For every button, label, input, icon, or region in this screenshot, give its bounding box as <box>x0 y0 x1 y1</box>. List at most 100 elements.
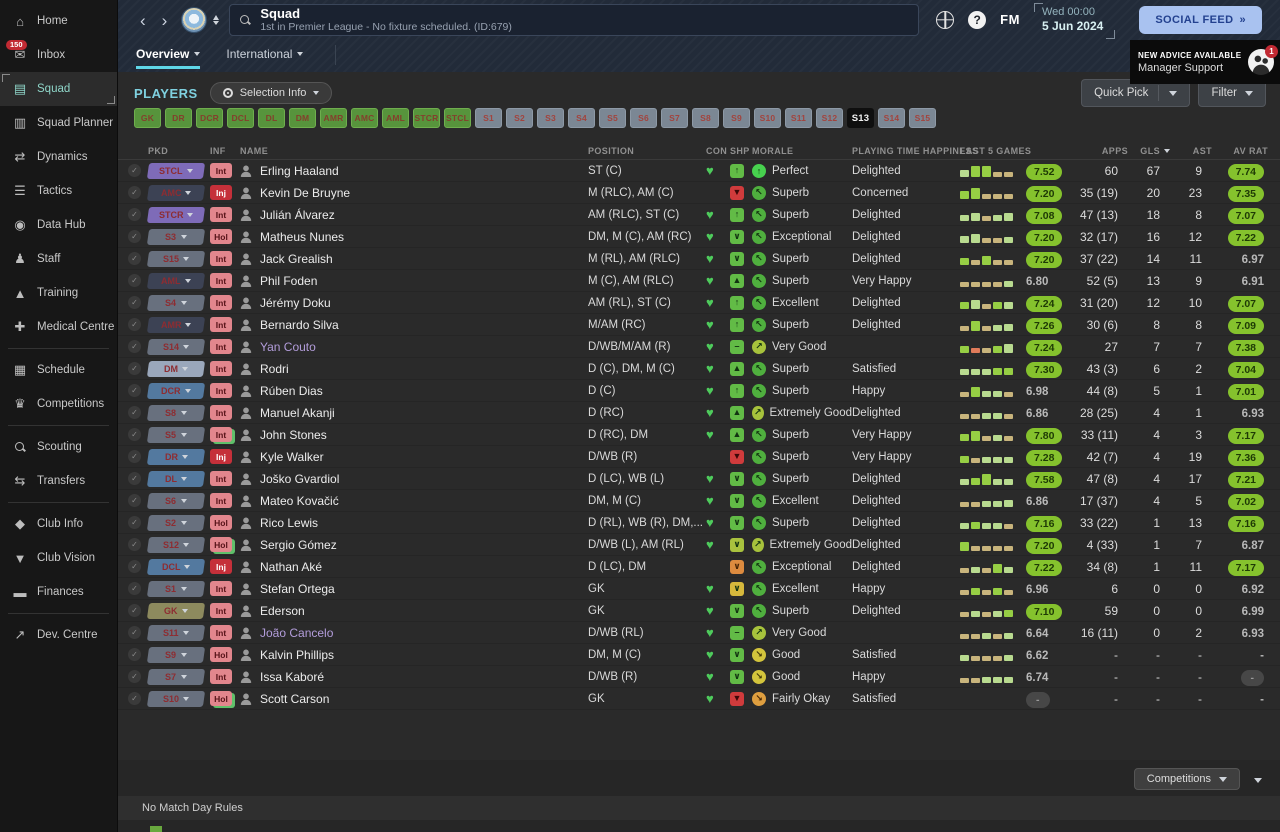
player-name-cell[interactable]: Erling Haaland <box>240 164 588 178</box>
pkd-badge[interactable]: S7 <box>146 668 206 685</box>
position-filter-s10[interactable]: S10 <box>754 108 781 128</box>
row-checkbox[interactable]: ✓ <box>128 648 141 661</box>
position-filter-stcr[interactable]: STCR <box>413 108 440 128</box>
player-name-cell[interactable]: Kevin De Bruyne <box>240 186 588 200</box>
pkd-badge[interactable]: AMR <box>146 316 206 333</box>
position-filter-gk[interactable]: GK <box>134 108 161 128</box>
info-badge-hol[interactable]: Hol <box>210 691 232 706</box>
player-row[interactable]: ✓ GK Int Ederson GK ♥ ∨ ↖ Superb Delighted 7.10 59 0… <box>118 600 1280 622</box>
info-badge-hol[interactable]: Hol <box>210 515 232 530</box>
pkd-badge[interactable]: S4 <box>146 294 206 311</box>
nav-back-button[interactable]: ‹ <box>140 10 146 30</box>
player-name-cell[interactable]: Mateo Kovačić <box>240 494 588 508</box>
sidebar-item-home[interactable]: ⌂ Home <box>0 4 117 38</box>
player-row[interactable]: ✓ AML Int Phil Foden M (C), AM (RLC) ♥ ▲ ↖ Super… <box>118 270 1280 292</box>
player-name-cell[interactable]: Kyle Walker <box>240 450 588 464</box>
pkd-badge[interactable]: DL <box>146 470 206 487</box>
player-name-cell[interactable]: Manuel Akanji <box>240 406 588 420</box>
position-filter-s15[interactable]: S15 <box>909 108 936 128</box>
position-filter-amc[interactable]: AMC <box>351 108 378 128</box>
player-name-cell[interactable]: Yan Couto <box>240 340 588 354</box>
row-checkbox[interactable]: ✓ <box>128 692 141 705</box>
row-checkbox[interactable]: ✓ <box>128 582 141 595</box>
sidebar-item-club-info[interactable]: ◆ Club Info <box>0 507 117 541</box>
row-checkbox[interactable]: ✓ <box>128 252 141 265</box>
position-filter-s7[interactable]: S7 <box>661 108 688 128</box>
player-name-cell[interactable]: Issa Kaboré <box>240 670 588 684</box>
player-name-cell[interactable]: Kalvin Phillips <box>240 648 588 662</box>
help-icon[interactable]: ? <box>968 10 987 29</box>
row-checkbox[interactable]: ✓ <box>128 230 141 243</box>
player-row[interactable]: ✓ S15 Int Jack Grealish M (RL), AM (RLC) ♥ ∨ ↖ S… <box>118 248 1280 270</box>
search-bar[interactable]: Squad 1st in Premier League - No fixture… <box>229 4 920 36</box>
player-name-cell[interactable]: Stefan Ortega <box>240 582 588 596</box>
competitions-dropdown[interactable]: Competitions <box>1133 768 1240 790</box>
row-checkbox[interactable]: ✓ <box>128 296 141 309</box>
column-header-inf[interactable]: INF <box>210 145 226 156</box>
position-filter-s6[interactable]: S6 <box>630 108 657 128</box>
player-name-cell[interactable]: Rico Lewis <box>240 516 588 530</box>
pkd-badge[interactable]: STCR <box>146 206 206 223</box>
pkd-badge[interactable]: AML <box>146 272 206 289</box>
row-checkbox[interactable]: ✓ <box>128 494 141 507</box>
info-badge-int[interactable]: Int <box>210 581 232 596</box>
sidebar-item-dynamics[interactable]: ⇄ Dynamics <box>0 140 117 174</box>
player-row[interactable]: ✓ S4 Int Jérémy Doku AM (RL), ST (C) ♥ ↑ ↖ Excel… <box>118 292 1280 314</box>
player-row[interactable]: ✓ S7 Int Issa Kaboré D/WB (R) ♥ ∨ ↘ Good Happy 6.7… <box>118 666 1280 688</box>
player-name-cell[interactable]: Nathan Aké <box>240 560 588 574</box>
pkd-badge[interactable]: AMC <box>146 184 206 201</box>
info-badge-inj[interactable]: Inj <box>210 185 232 200</box>
sidebar-item-transfers[interactable]: ⇆ Transfers <box>0 464 117 498</box>
position-filter-s8[interactable]: S8 <box>692 108 719 128</box>
player-row[interactable]: ✓ DCR Int Rúben Dias D (C) ♥ ↑ ↖ Superb Happy 6.98… <box>118 380 1280 402</box>
player-row[interactable]: ✓ STCR Int Julián Álvarez AM (RLC), ST (C) ♥ ↑… <box>118 204 1280 226</box>
info-badge-int[interactable]: Int <box>210 405 232 420</box>
position-filter-s3[interactable]: S3 <box>537 108 564 128</box>
sidebar-item-competitions[interactable]: ♛ Competitions <box>0 387 117 421</box>
info-badge-hol[interactable]: Hol <box>210 647 232 662</box>
player-row[interactable]: ✓ DL Int Joško Gvardiol D (LC), WB (L) ♥ ∨ ↖ Sup… <box>118 468 1280 490</box>
position-filter-aml[interactable]: AML <box>382 108 409 128</box>
info-badge-int[interactable]: Int <box>210 207 232 222</box>
selection-info-dropdown[interactable]: Selection Info <box>209 82 333 104</box>
manager-support-notification[interactable]: NEW ADVICE AVAILABLE Manager Support 1 <box>1130 40 1280 84</box>
pkd-badge[interactable]: S11 <box>146 624 206 641</box>
sidebar-item-tactics[interactable]: ☰ Tactics <box>0 174 117 208</box>
club-crest-icon[interactable] <box>181 7 208 33</box>
position-filter-amr[interactable]: AMR <box>320 108 347 128</box>
position-filter-s1[interactable]: S1 <box>475 108 502 128</box>
player-row[interactable]: ✓ STCL Int Erling Haaland ST (C) ♥ ↑ ↑ Perfect De… <box>118 160 1280 182</box>
row-checkbox[interactable]: ✓ <box>128 428 141 441</box>
position-filter-s4[interactable]: S4 <box>568 108 595 128</box>
pkd-badge[interactable]: DR <box>146 448 206 465</box>
info-badge-int[interactable]: Int <box>210 427 232 442</box>
row-checkbox[interactable]: ✓ <box>128 318 141 331</box>
row-checkbox[interactable]: ✓ <box>128 538 141 551</box>
pkd-badge[interactable]: S6 <box>146 492 206 509</box>
info-badge-inj[interactable]: Inj <box>210 449 232 464</box>
position-filter-dr[interactable]: DR <box>165 108 192 128</box>
position-filter-s11[interactable]: S11 <box>785 108 812 128</box>
column-header-ast[interactable]: AST <box>1192 145 1212 156</box>
player-row[interactable]: ✓ AMC Inj Kevin De Bruyne M (RLC), AM (C) ▼ ↖ S… <box>118 182 1280 204</box>
row-checkbox[interactable]: ✓ <box>128 670 141 683</box>
sidebar-item-data-hub[interactable]: ◉ Data Hub <box>0 208 117 242</box>
row-checkbox[interactable]: ✓ <box>128 164 141 177</box>
player-row[interactable]: ✓ DCL Inj Nathan Aké D (LC), DM ∨ ↖ Exceptional… <box>118 556 1280 578</box>
column-header-con[interactable]: CON <box>706 145 728 156</box>
info-badge-int[interactable]: Int <box>210 163 232 178</box>
player-name-cell[interactable]: Julián Álvarez <box>240 208 588 222</box>
info-badge-int[interactable]: Int <box>210 317 232 332</box>
row-checkbox[interactable]: ✓ <box>128 274 141 287</box>
info-badge-int[interactable]: Int <box>210 669 232 684</box>
player-name-cell[interactable]: João Cancelo <box>240 626 588 640</box>
info-badge-hol[interactable]: Hol <box>210 537 232 552</box>
row-checkbox[interactable]: ✓ <box>128 604 141 617</box>
sidebar-item-training[interactable]: ▲ Training <box>0 276 117 310</box>
player-row[interactable]: ✓ S8 Int Manuel Akanji D (RC) ♥ ▲ ↗ Extremely Go… <box>118 402 1280 424</box>
pkd-badge[interactable]: DM <box>146 360 206 377</box>
pkd-badge[interactable]: DCL <box>146 558 206 575</box>
player-row[interactable]: ✓ S10 Hol Scott Carson GK ♥ ▼ ↘ Fairly Okay Satis… <box>118 688 1280 710</box>
info-badge-int[interactable]: Int <box>210 493 232 508</box>
player-row[interactable]: ✓ S1 Int Stefan Ortega GK ♥ ∨ ↖ Excellent Happy 6.… <box>118 578 1280 600</box>
